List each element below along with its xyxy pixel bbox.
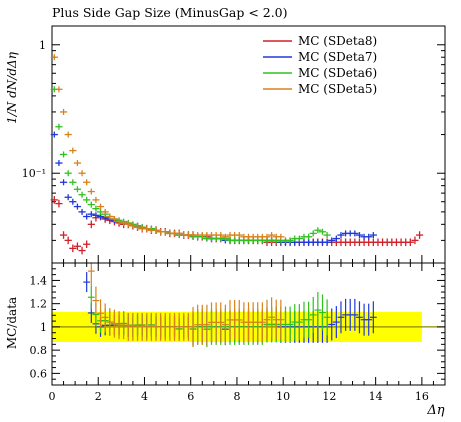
top-ylabel: 1/N dN/dΔη: [5, 51, 19, 124]
top-panel: 110⁻¹ 1/N dN/dΔη MC (SDeta8)MC (SDeta7)M…: [5, 25, 446, 264]
x-tick-label: 16: [415, 390, 429, 403]
x-tick-label: 14: [369, 390, 383, 403]
x-tick-label: 0: [49, 390, 56, 403]
x-tick-label: 10: [276, 390, 290, 403]
bottom-panel: 0.6 0.8 1 1.2 1.4 0 2 4 6 8 10 12 14 16 MC/data Δη: [5, 262, 446, 418]
bottom-y-tick-label: 0.8: [30, 344, 48, 357]
x-tick-label: 12: [322, 390, 336, 403]
x-axis-label: Δη: [426, 403, 444, 418]
top-y-tick-label: 10⁻¹: [22, 167, 46, 180]
top-y-tick-label: 1: [39, 39, 46, 52]
legend-label: MC (SDeta5): [298, 82, 377, 96]
bottom-y-tick-label: 0.6: [30, 367, 48, 380]
bottom-y-tick-label: 1.4: [30, 274, 48, 287]
x-tick-label: 2: [95, 390, 102, 403]
x-tick-label: 6: [187, 390, 194, 403]
legend-label: MC (SDeta7): [298, 50, 377, 64]
bottom-y-tick-label: 1.2: [30, 298, 48, 311]
legend-label: MC (SDeta6): [298, 66, 377, 80]
top-series: [50, 54, 424, 255]
bottom-panel-frame: [51, 262, 446, 386]
top-axes: 1 10⁻¹: [22, 39, 446, 264]
top-panel-frame: [51, 25, 446, 264]
legend-label: MC (SDeta8): [298, 34, 377, 48]
x-tick-label: 8: [233, 390, 240, 403]
bottom-y-tick-label: 1: [40, 321, 47, 334]
ratio-series: [83, 263, 377, 348]
bottom-axes: 0.6 0.8 1 1.2 1.4 0 2 4 6 8 10 12 14 16: [30, 263, 446, 403]
bottom-ylabel: MC/data: [5, 297, 19, 349]
chart-title: Plus Side Gap Size (MinusGap < 2.0): [52, 5, 288, 20]
legend: MC (SDeta8) MC (SDeta7) MC (SDeta6) MC (SDe…: [263, 34, 377, 96]
x-tick-label: 4: [141, 390, 148, 403]
